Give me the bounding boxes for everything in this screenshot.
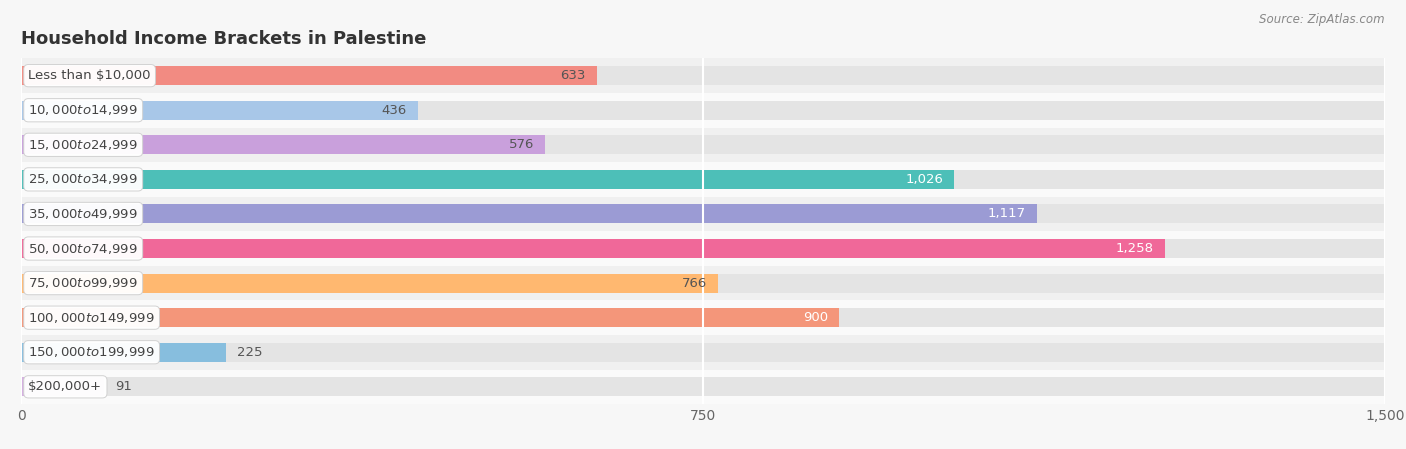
Bar xyxy=(21,308,839,327)
Text: 766: 766 xyxy=(682,277,707,290)
Text: $75,000 to $99,999: $75,000 to $99,999 xyxy=(28,276,138,290)
Text: Source: ZipAtlas.com: Source: ZipAtlas.com xyxy=(1260,13,1385,26)
Bar xyxy=(21,204,1036,224)
Text: $150,000 to $199,999: $150,000 to $199,999 xyxy=(28,345,155,359)
Bar xyxy=(21,273,717,293)
Text: $35,000 to $49,999: $35,000 to $49,999 xyxy=(28,207,138,221)
Text: 633: 633 xyxy=(561,69,586,82)
Bar xyxy=(21,58,1385,93)
Text: Less than $10,000: Less than $10,000 xyxy=(28,69,150,82)
Text: 900: 900 xyxy=(803,311,828,324)
Bar xyxy=(21,377,104,396)
Bar xyxy=(21,370,1385,404)
Bar xyxy=(21,162,1385,197)
Bar xyxy=(21,343,1385,362)
Bar xyxy=(21,101,1385,120)
Bar xyxy=(21,377,1385,396)
Text: 576: 576 xyxy=(509,138,534,151)
Bar xyxy=(21,239,1166,258)
Bar xyxy=(21,197,1385,231)
Text: 1,026: 1,026 xyxy=(905,173,943,186)
Bar xyxy=(21,93,1385,128)
Text: 436: 436 xyxy=(381,104,406,117)
Text: 91: 91 xyxy=(115,380,132,393)
Bar xyxy=(21,170,953,189)
Text: 225: 225 xyxy=(236,346,262,359)
Bar xyxy=(21,170,1385,189)
Text: $25,000 to $34,999: $25,000 to $34,999 xyxy=(28,172,138,186)
Text: 1,258: 1,258 xyxy=(1116,242,1154,255)
Bar xyxy=(21,135,544,154)
Bar xyxy=(21,135,1385,154)
Bar xyxy=(21,239,1385,258)
Bar xyxy=(21,308,1385,327)
Text: $200,000+: $200,000+ xyxy=(28,380,103,393)
Text: $10,000 to $14,999: $10,000 to $14,999 xyxy=(28,103,138,117)
Text: $50,000 to $74,999: $50,000 to $74,999 xyxy=(28,242,138,255)
Bar xyxy=(21,266,1385,300)
Text: Household Income Brackets in Palestine: Household Income Brackets in Palestine xyxy=(21,31,426,48)
Bar xyxy=(21,66,596,85)
Bar xyxy=(21,231,1385,266)
Bar xyxy=(21,335,1385,370)
Bar xyxy=(21,204,1385,224)
Bar xyxy=(21,300,1385,335)
Bar xyxy=(21,101,418,120)
Bar xyxy=(21,66,1385,85)
Bar xyxy=(21,128,1385,162)
Text: 1,117: 1,117 xyxy=(987,207,1026,220)
Text: $100,000 to $149,999: $100,000 to $149,999 xyxy=(28,311,155,325)
Bar xyxy=(21,273,1385,293)
Text: $15,000 to $24,999: $15,000 to $24,999 xyxy=(28,138,138,152)
Bar xyxy=(21,343,225,362)
